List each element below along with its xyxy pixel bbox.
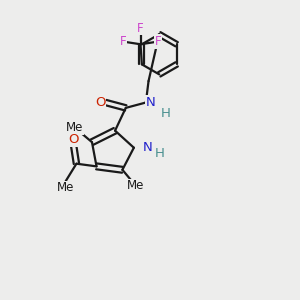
Text: Me: Me bbox=[66, 121, 83, 134]
Text: N: N bbox=[146, 96, 156, 109]
Text: F: F bbox=[137, 22, 144, 35]
Text: F: F bbox=[154, 35, 161, 48]
Text: O: O bbox=[68, 133, 79, 146]
Text: Me: Me bbox=[127, 179, 145, 192]
Text: Me: Me bbox=[57, 181, 74, 194]
Text: N: N bbox=[142, 141, 152, 154]
Text: F: F bbox=[120, 35, 126, 48]
Text: O: O bbox=[95, 96, 106, 109]
Text: H: H bbox=[154, 147, 164, 160]
Text: H: H bbox=[160, 106, 170, 119]
